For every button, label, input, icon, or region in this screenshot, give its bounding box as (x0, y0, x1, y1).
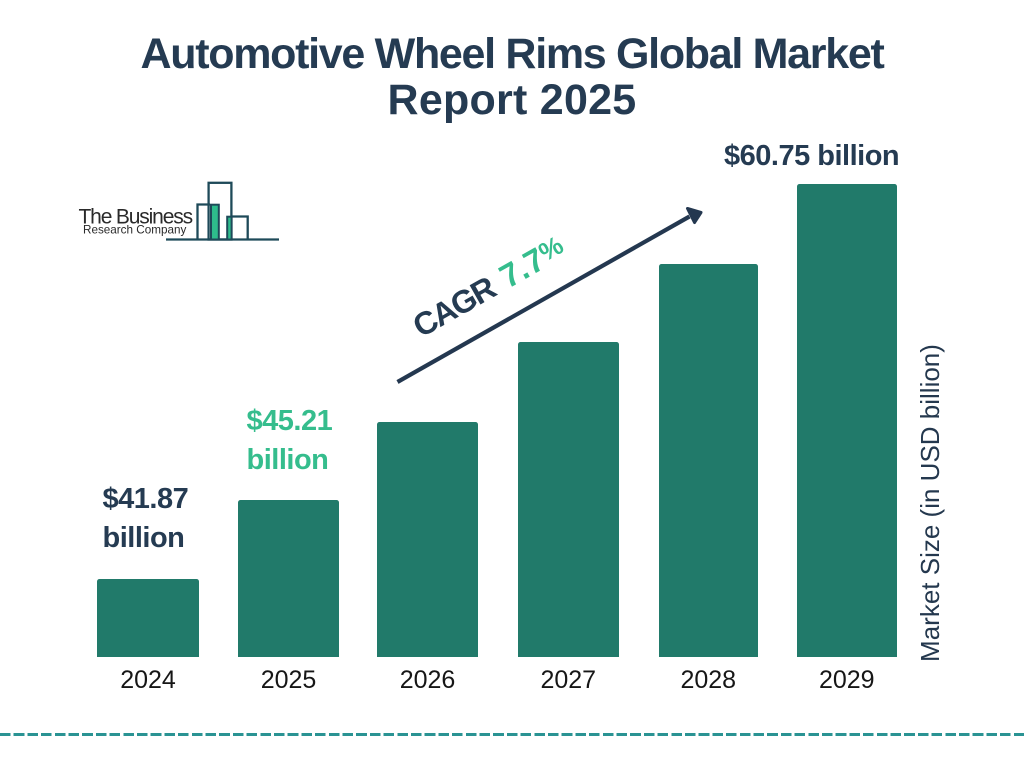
svg-text:Research Company: Research Company (83, 223, 186, 236)
svg-text:The Business: The Business (79, 206, 193, 229)
